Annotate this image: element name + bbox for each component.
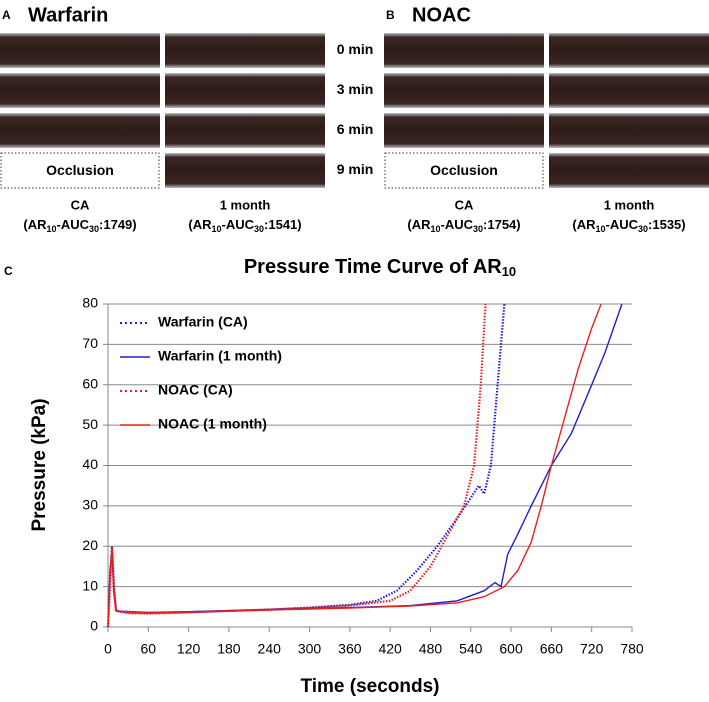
legend-label: Warfarin (1 month) bbox=[158, 348, 282, 364]
x-tick-label: 120 bbox=[177, 641, 201, 657]
vessel-image bbox=[549, 153, 709, 188]
y-tick-label: 50 bbox=[82, 416, 98, 432]
x-tick-label: 780 bbox=[620, 641, 644, 657]
auc-part: 30 bbox=[473, 224, 483, 234]
x-tick-label: 360 bbox=[338, 641, 362, 657]
occlusion-box bbox=[384, 152, 544, 189]
vessel-image bbox=[165, 73, 325, 108]
title-text: Pressure Time Curve of AR bbox=[244, 256, 502, 278]
x-tick-label: 600 bbox=[499, 641, 523, 657]
auc-part: -AUC bbox=[441, 217, 474, 232]
vessel-image bbox=[549, 33, 709, 68]
auc-part: -AUC bbox=[606, 217, 639, 232]
panel-label: A bbox=[2, 8, 11, 22]
y-tick-label: 10 bbox=[82, 577, 98, 593]
occlusion-label: Occlusion bbox=[46, 162, 114, 178]
auc-part: (AR bbox=[23, 217, 47, 232]
column-auc: (AR10-AUC30:1749) bbox=[23, 217, 136, 234]
auc-part: :1535) bbox=[648, 217, 686, 232]
auc-part: 10 bbox=[212, 224, 222, 234]
time-label: 0 min bbox=[337, 41, 374, 57]
x-tick-label: 660 bbox=[540, 641, 564, 657]
column-auc: (AR10-AUC30:1535) bbox=[572, 217, 685, 234]
auc-part: :1749) bbox=[99, 217, 137, 232]
occlusion-label: Occlusion bbox=[430, 162, 498, 178]
auc-part: (AR bbox=[407, 217, 431, 232]
vessel-image bbox=[0, 73, 160, 108]
vessel-image bbox=[384, 73, 544, 108]
x-tick-label: 0 bbox=[104, 641, 112, 657]
column-name: CA bbox=[71, 197, 90, 212]
column-name: 1 month bbox=[604, 197, 655, 212]
panel-title: NOAC bbox=[412, 4, 471, 26]
y-tick-label: 80 bbox=[82, 295, 98, 311]
auc-part: :1541) bbox=[264, 217, 302, 232]
panel-label: B bbox=[386, 8, 395, 22]
legend-label: Warfarin (CA) bbox=[158, 314, 248, 330]
auc-part: 30 bbox=[254, 224, 264, 234]
vessel-image bbox=[384, 113, 544, 148]
data-line bbox=[107, 303, 602, 628]
y-tick-label: 0 bbox=[90, 618, 98, 634]
vessel-image bbox=[165, 153, 325, 188]
x-tick-label: 480 bbox=[419, 641, 443, 657]
vessel-image bbox=[384, 33, 544, 68]
x-tick-label: 420 bbox=[378, 641, 402, 657]
y-tick-label: 60 bbox=[82, 375, 98, 391]
auc-part: :1754) bbox=[483, 217, 521, 232]
auc-part: -AUC bbox=[222, 217, 255, 232]
y-tick-label: 70 bbox=[82, 335, 98, 351]
chart-title: Pressure Time Curve of AR10 bbox=[244, 256, 516, 279]
auc-part: 10 bbox=[47, 224, 57, 234]
column-auc: (AR10-AUC30:1541) bbox=[188, 217, 301, 234]
auc-part: (AR bbox=[188, 217, 212, 232]
column-auc: (AR10-AUC30:1754) bbox=[407, 217, 520, 234]
y-axis-label: Pressure (kPa) bbox=[29, 398, 50, 531]
auc-part: -AUC bbox=[57, 217, 90, 232]
panel-label: C bbox=[4, 264, 13, 278]
x-tick-label: 300 bbox=[298, 641, 322, 657]
x-tick-label: 240 bbox=[258, 641, 282, 657]
auc-part: (AR bbox=[572, 217, 596, 232]
y-tick-label: 30 bbox=[82, 497, 98, 513]
legend-label: NOAC (1 month) bbox=[158, 416, 267, 432]
title-subscript: 10 bbox=[502, 264, 516, 279]
occlusion-box bbox=[0, 152, 160, 189]
x-tick-label: 60 bbox=[141, 641, 157, 657]
column-name: 1 month bbox=[220, 197, 271, 212]
auc-part: 10 bbox=[596, 224, 606, 234]
auc-part: 10 bbox=[431, 224, 441, 234]
time-label: 3 min bbox=[337, 81, 374, 97]
time-label: 9 min bbox=[337, 161, 374, 177]
auc-part: 30 bbox=[89, 224, 99, 234]
panel-title: Warfarin bbox=[28, 4, 108, 26]
vessel-image bbox=[549, 73, 709, 108]
y-tick-label: 20 bbox=[82, 537, 98, 553]
vessel-image bbox=[165, 113, 325, 148]
x-tick-label: 180 bbox=[217, 641, 241, 657]
legend-label: NOAC (CA) bbox=[158, 382, 233, 398]
vessel-image bbox=[165, 33, 325, 68]
auc-part: 30 bbox=[638, 224, 648, 234]
column-name: CA bbox=[455, 197, 474, 212]
x-axis-label: Time (seconds) bbox=[300, 676, 439, 697]
vessel-image bbox=[0, 33, 160, 68]
x-tick-label: 540 bbox=[459, 641, 483, 657]
x-tick-label: 720 bbox=[580, 641, 604, 657]
time-label: 6 min bbox=[337, 121, 374, 137]
y-tick-label: 40 bbox=[82, 456, 98, 472]
vessel-image bbox=[0, 113, 160, 148]
vessel-image bbox=[549, 113, 709, 148]
